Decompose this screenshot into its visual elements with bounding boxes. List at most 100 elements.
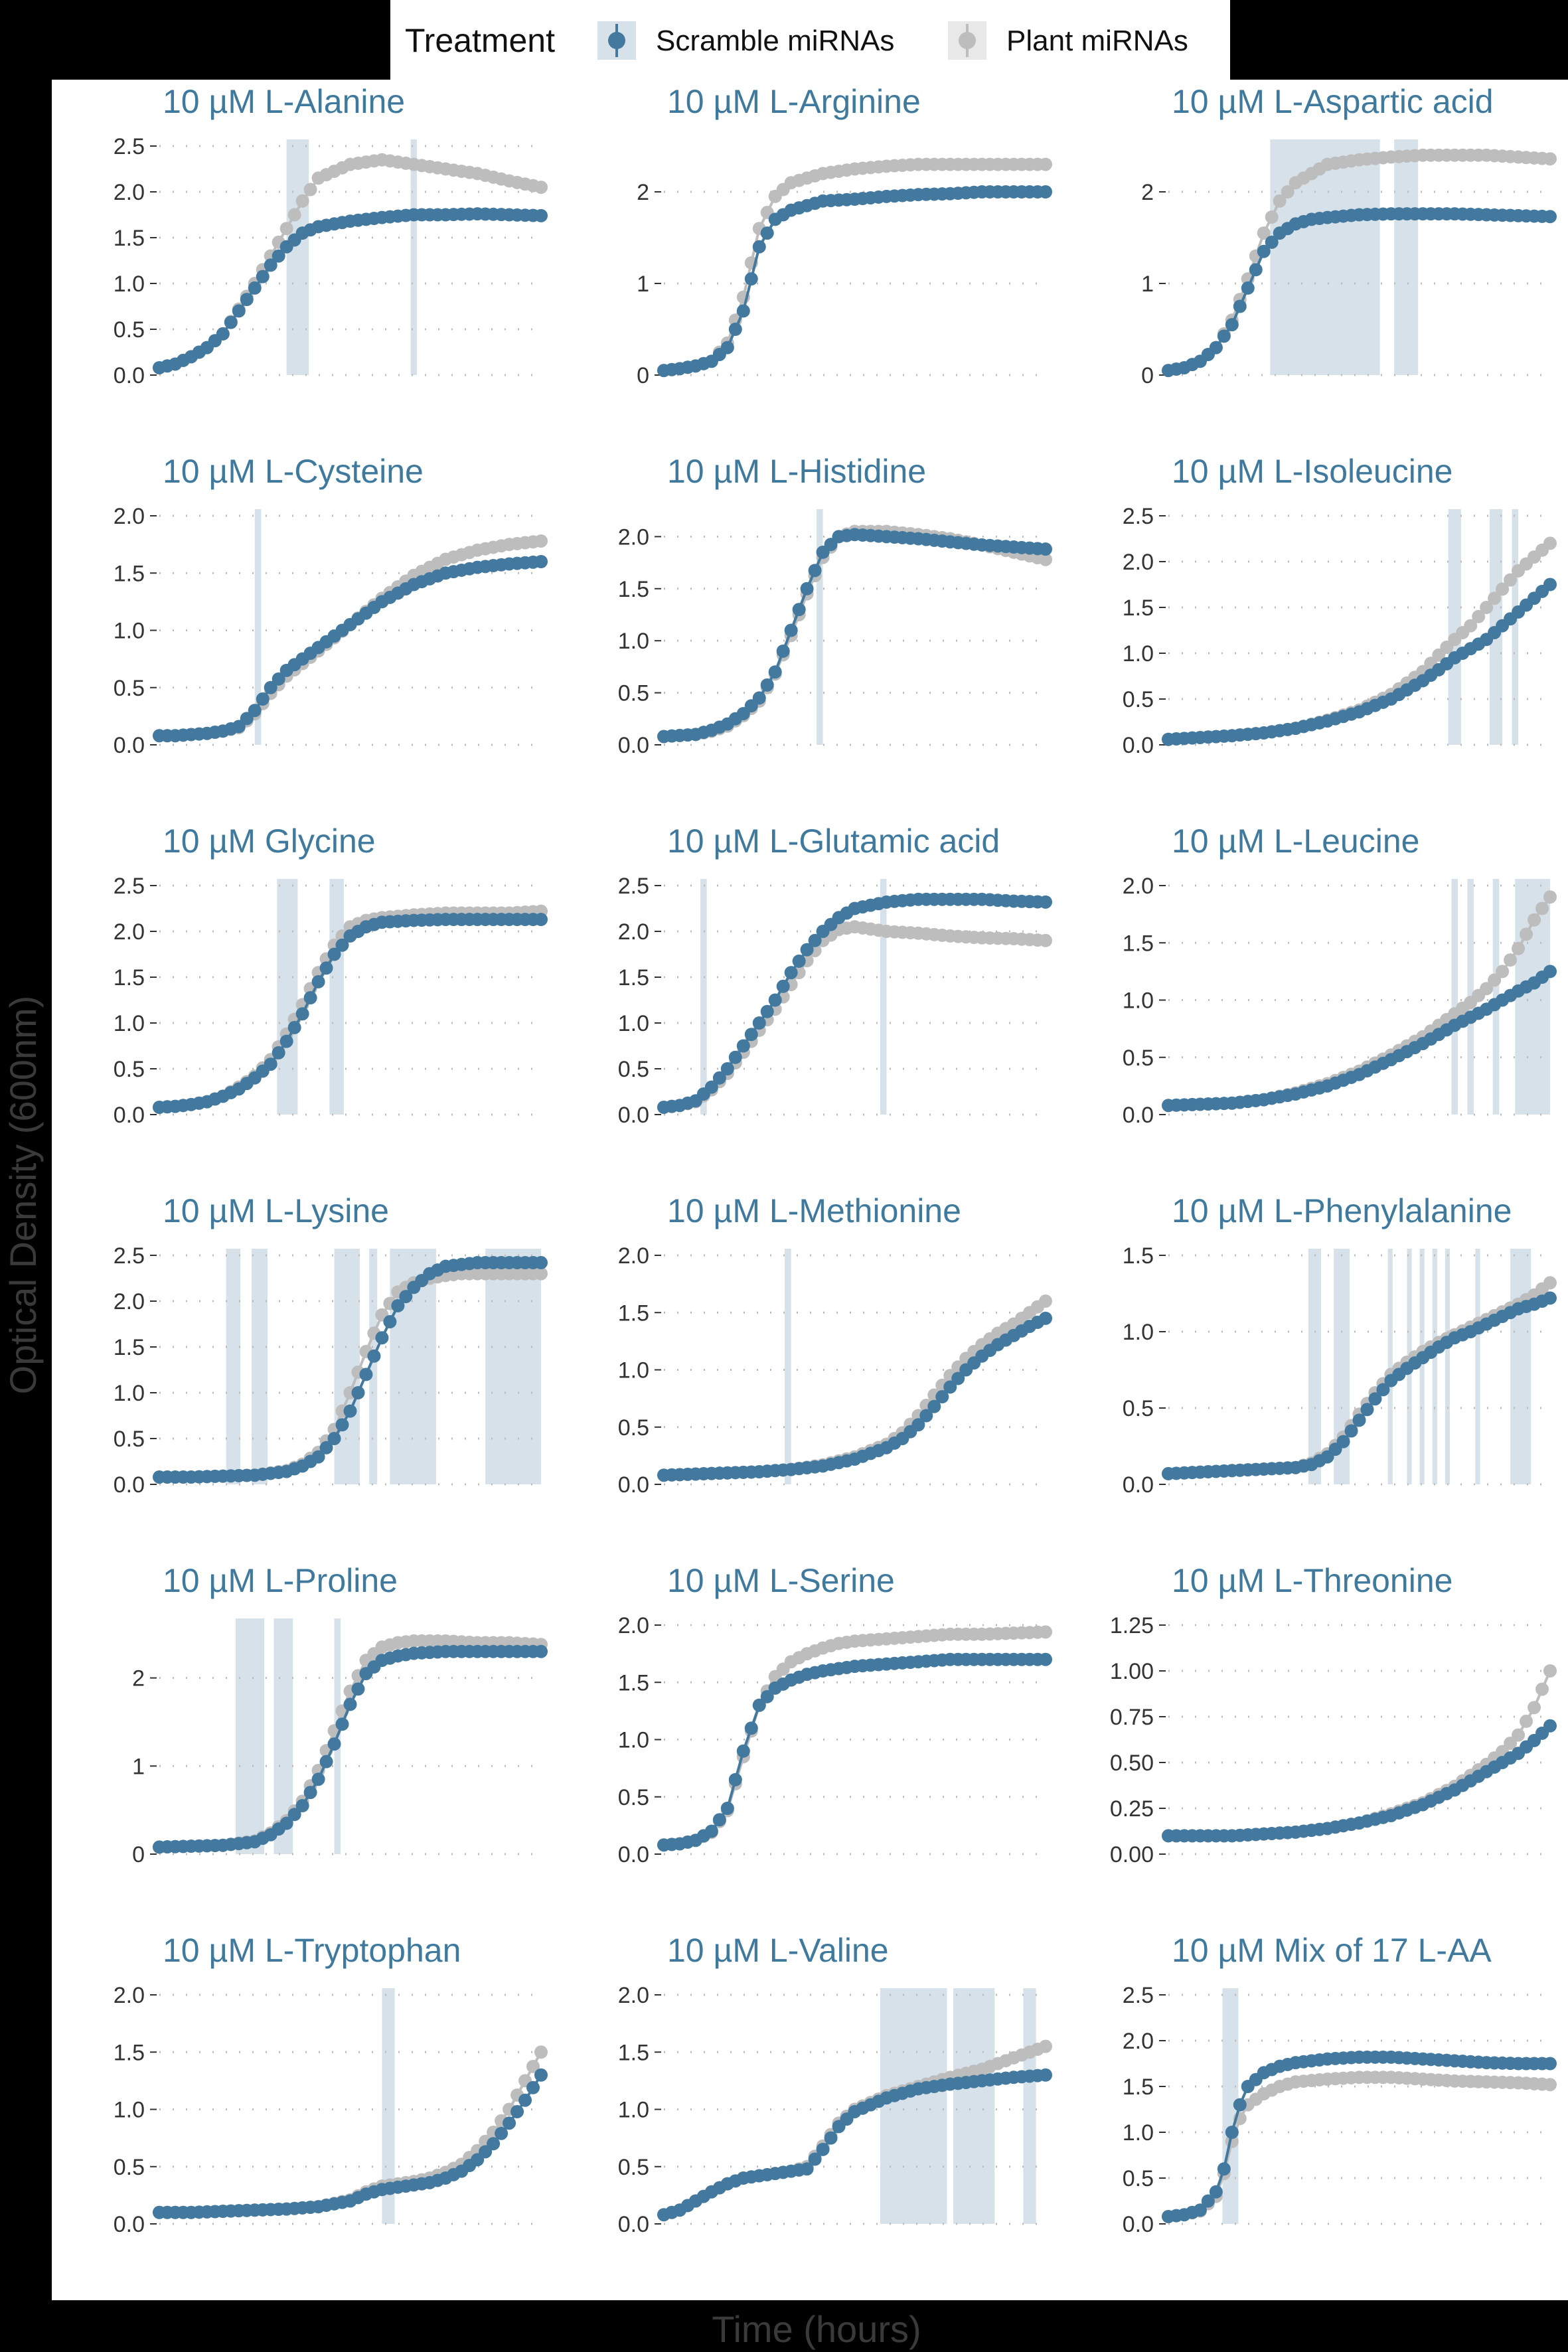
y-tick-label: 2.0 xyxy=(114,1289,145,1314)
data-point xyxy=(534,2068,548,2082)
data-point xyxy=(534,2045,548,2059)
data-point xyxy=(1039,2068,1052,2082)
series-scramble xyxy=(657,2068,1052,2222)
significance-band xyxy=(329,879,344,1115)
y-tick-label: 0.0 xyxy=(1123,733,1154,758)
data-point xyxy=(256,270,270,283)
data-point xyxy=(287,208,301,222)
significance-band xyxy=(1432,1249,1437,1484)
data-point xyxy=(1336,1435,1350,1449)
data-point xyxy=(1504,953,1518,967)
y-tick-label: 0.5 xyxy=(114,676,145,701)
y-tick-label: 2.0 xyxy=(114,1983,145,2008)
data-point xyxy=(287,1808,301,1822)
y-tick-label: 2.0 xyxy=(114,919,145,945)
panel-8: 10 µM L-Glutamic acid 0.0 0.5 1.0 1.5 2.0 2.5 xyxy=(618,823,1052,1128)
data-point xyxy=(1209,2185,1223,2199)
significance-band xyxy=(226,1249,241,1484)
panel-title: 10 µM Glycine xyxy=(163,823,376,860)
panel-4: 10 µM L-Cysteine 0.0 0.5 1.0 1.5 2.0 xyxy=(114,453,548,758)
y-tick-label: 1.0 xyxy=(1123,641,1154,666)
data-point xyxy=(1543,2057,1557,2071)
data-point xyxy=(1543,1276,1557,1290)
y-tick-label: 0.0 xyxy=(114,1103,145,1128)
data-point xyxy=(248,704,262,718)
data-point xyxy=(736,1744,750,1758)
data-point xyxy=(216,327,230,341)
y-tick-label: 1.5 xyxy=(114,2040,145,2065)
y-tick-label: 2 xyxy=(637,180,649,205)
y-tick-label: 2.5 xyxy=(1123,1983,1154,2008)
data-point xyxy=(279,222,293,236)
data-point xyxy=(1520,1714,1533,1728)
y-tick-label: 0.5 xyxy=(1123,2166,1154,2191)
significance-band xyxy=(236,1618,265,1854)
data-point xyxy=(1217,329,1231,343)
y-tick-label: 0 xyxy=(132,1842,145,1867)
data-point xyxy=(303,1786,317,1800)
data-point xyxy=(1543,890,1557,904)
data-point xyxy=(335,1418,349,1432)
data-point xyxy=(1543,1291,1557,1305)
data-point xyxy=(824,2131,838,2145)
data-point xyxy=(359,1368,373,1381)
series-scramble xyxy=(1162,578,1557,746)
data-point xyxy=(1528,1701,1541,1715)
panel-16: 10 µM L-Tryptophan 0.0 0.5 1.0 1.5 2.0 xyxy=(114,1932,548,2237)
significance-band xyxy=(369,1249,378,1484)
series-scramble xyxy=(657,185,1052,378)
data-point xyxy=(1201,2194,1215,2208)
data-point xyxy=(760,1689,774,1703)
data-point xyxy=(808,564,822,578)
data-point xyxy=(768,665,782,679)
y-tick-label: 0.5 xyxy=(618,1785,649,1810)
data-point xyxy=(343,1697,357,1711)
series-plant xyxy=(1162,2071,1557,2223)
data-point xyxy=(510,2104,524,2118)
y-tick-label: 0.5 xyxy=(114,2155,145,2180)
data-point xyxy=(534,534,548,548)
y-tick-label: 0.0 xyxy=(114,363,145,388)
significance-band xyxy=(880,879,887,1115)
data-point xyxy=(311,1772,325,1786)
data-point xyxy=(367,1349,381,1363)
y-tick-label: 0 xyxy=(1141,363,1154,388)
panel-9: 10 µM L-Leucine 0.0 0.5 1.0 1.5 2.0 xyxy=(1123,823,1557,1128)
series-scramble xyxy=(657,528,1052,744)
y-tick-label: 1.5 xyxy=(1123,595,1154,621)
y-tick-label: 1.0 xyxy=(114,619,145,644)
series-scramble xyxy=(657,1311,1052,1482)
data-point xyxy=(792,603,806,617)
significance-band xyxy=(1475,1249,1480,1484)
y-tick-label: 1.0 xyxy=(618,1358,649,1383)
data-point xyxy=(1257,244,1271,258)
significance-band xyxy=(251,1249,268,1484)
y-tick-label: 1.5 xyxy=(114,965,145,990)
panel-title: 10 µM L-Alanine xyxy=(163,83,405,120)
data-point xyxy=(704,1824,718,1838)
y-tick-label: 1.0 xyxy=(114,2098,145,2123)
series-scramble xyxy=(153,2068,548,2219)
series-scramble xyxy=(1162,2050,1557,2223)
data-point xyxy=(1543,210,1557,224)
data-point xyxy=(951,1372,965,1385)
y-tick-label: 0.0 xyxy=(618,1842,649,1867)
data-point xyxy=(752,240,766,254)
data-point xyxy=(272,1046,285,1059)
data-point xyxy=(1039,1625,1052,1639)
data-point xyxy=(720,1802,734,1815)
y-tick-label: 1 xyxy=(1141,272,1154,297)
significance-band xyxy=(286,139,309,375)
panel-title: 10 µM L-Proline xyxy=(163,1562,398,1599)
data-point xyxy=(1464,619,1478,633)
y-tick-label: 1.5 xyxy=(618,577,649,602)
y-tick-label: 2.0 xyxy=(618,1243,649,1269)
panel-title: 10 µM L-Serine xyxy=(667,1562,895,1599)
significance-band xyxy=(1512,509,1519,745)
y-tick-label: 1.25 xyxy=(1110,1613,1154,1638)
data-point xyxy=(399,1290,413,1304)
y-tick-label: 2.0 xyxy=(1123,2029,1154,2054)
data-point xyxy=(1496,965,1510,979)
panel-title: 10 µM L-Cysteine xyxy=(163,453,424,490)
series-scramble xyxy=(1162,1291,1557,1480)
